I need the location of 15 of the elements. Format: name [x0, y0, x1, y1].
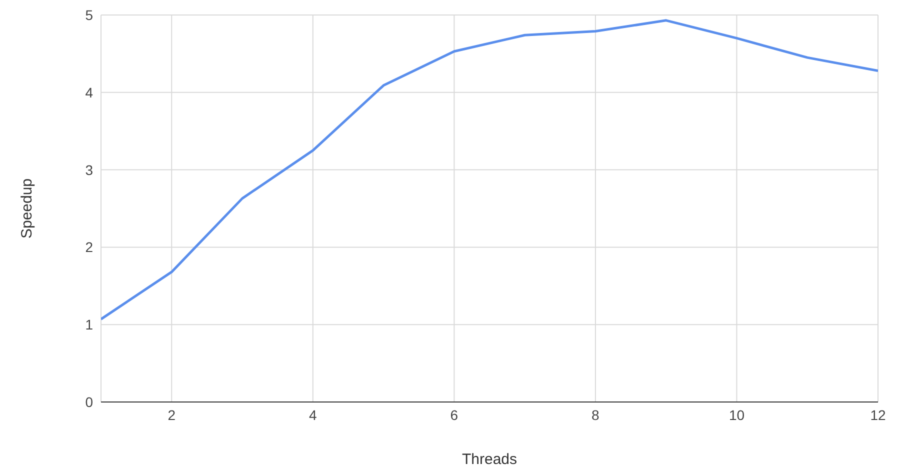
y-tick-label: 5 — [85, 6, 94, 23]
y-tick-label: 0 — [85, 394, 94, 410]
x-axis-title: Threads — [462, 451, 518, 468]
y-axis-title: Speedup — [18, 178, 36, 239]
y-tick-label: 2 — [85, 239, 94, 256]
x-tick-label: 12 — [870, 406, 886, 423]
y-tick-label: 4 — [85, 84, 94, 100]
line-series — [101, 19, 878, 320]
x-tick-label: 6 — [450, 406, 458, 423]
y-tick-label: 1 — [85, 316, 94, 333]
x-tick-label: 10 — [728, 406, 745, 423]
y-tick-label: 3 — [85, 162, 94, 178]
x-tick-label: 8 — [592, 406, 600, 423]
x-tick-label: 2 — [168, 406, 176, 423]
x-tick-label: 4 — [309, 406, 318, 423]
